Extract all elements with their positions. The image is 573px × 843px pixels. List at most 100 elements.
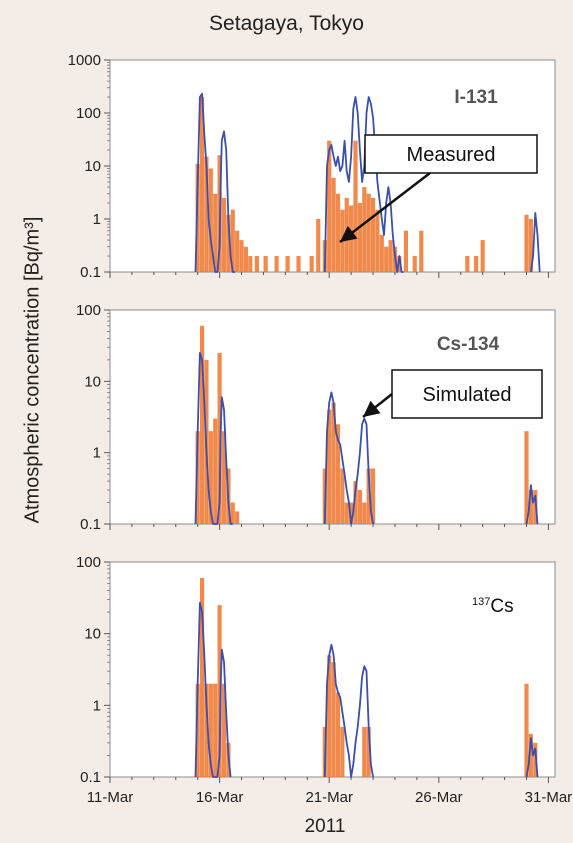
measured-bar <box>366 193 371 272</box>
measured-bar <box>335 692 341 777</box>
measured-bar <box>230 209 235 272</box>
measured-bar <box>221 431 227 524</box>
x-tick-label: 31-Mar <box>525 789 573 806</box>
measured-bar <box>221 683 227 777</box>
measured-bar <box>528 489 533 524</box>
x-axis-label: 2011 <box>304 816 346 837</box>
x-tick-label: 26-Mar <box>415 789 463 806</box>
measured-bar <box>199 577 205 777</box>
simulated-line <box>194 352 539 525</box>
measured-bar <box>217 352 222 524</box>
measured-bar <box>221 197 227 272</box>
simulated-line <box>194 92 541 273</box>
y-tick-label: 10 <box>84 373 101 390</box>
measured-bar <box>213 193 218 272</box>
y-tick-label: 100 <box>76 302 101 319</box>
measured-bar <box>362 502 367 524</box>
measured-bar <box>199 97 205 272</box>
x-tick-label: 16-Mar <box>196 789 244 806</box>
measured-bar <box>274 256 279 272</box>
measured-bar <box>533 489 538 524</box>
y-tick-label: 0.1 <box>80 516 101 533</box>
measured-bar <box>419 230 424 272</box>
annotation-box <box>364 134 538 174</box>
measured-bar <box>375 209 380 272</box>
x-tick-label: 11-Mar <box>87 789 133 806</box>
measured-bar <box>285 256 290 272</box>
y-tick-label: 1 <box>93 445 101 462</box>
measured-bar <box>465 256 470 272</box>
y-tick-label: 1000 <box>68 52 101 69</box>
measured-bar <box>353 140 358 272</box>
measured-bar <box>362 726 367 777</box>
measured-bar <box>204 683 209 777</box>
measured-bar <box>370 468 376 524</box>
chart-panel-1: 0.1 1 10 100 1000 I-131 Measured <box>68 52 556 281</box>
measured-bar <box>235 511 240 524</box>
measured-bar <box>296 256 301 272</box>
annotation-arrow-head <box>363 400 381 417</box>
measured-bar <box>217 605 222 777</box>
chart-panel-3: 0.1 1 10 100 137Cs 11-Mar 16-Mar 21-Mar 26-Mar 31… <box>76 554 572 806</box>
measured-bar <box>208 168 213 272</box>
y-tick-label: 10 <box>84 626 101 643</box>
measured-bar <box>331 177 336 272</box>
measured-bar <box>397 256 402 272</box>
measured-bar <box>357 489 362 524</box>
measured-bar <box>199 325 205 524</box>
annotation-box <box>391 369 543 419</box>
measured-bar <box>384 246 389 272</box>
measured-bar <box>335 424 341 524</box>
annotation-arrow-shaft <box>339 172 431 243</box>
annotation-label: Measured <box>407 144 496 166</box>
measured-bar <box>327 140 332 272</box>
measured-bar <box>528 733 533 777</box>
measured-bar <box>379 234 384 272</box>
measured-bar <box>243 246 248 272</box>
measured-bar <box>480 240 485 272</box>
measured-bar <box>366 726 371 777</box>
measured-bar <box>248 256 253 272</box>
isotope-label: I-131 <box>454 87 498 108</box>
y-tick-label: 10 <box>84 158 101 175</box>
measured-bar <box>362 187 367 272</box>
x-tick-label: 21-Mar <box>305 789 353 806</box>
measured-bar <box>357 203 362 272</box>
measured-bar <box>254 256 259 272</box>
y-tick-label: 0.1 <box>80 769 101 786</box>
measured-bar <box>331 662 336 777</box>
measured-bar <box>524 214 529 272</box>
measured-bar <box>226 214 231 272</box>
measured-bar <box>340 468 345 524</box>
measured-bar <box>349 502 354 524</box>
isotope-mass: 137 <box>472 596 490 608</box>
measured-bar <box>195 431 200 524</box>
measured-bar <box>239 240 244 272</box>
measured-bar <box>524 431 529 524</box>
annotation-arrow-head <box>340 225 358 242</box>
measured-bar <box>316 219 321 272</box>
measured-bar <box>327 409 332 524</box>
measured-bar <box>327 655 332 777</box>
measured-bar <box>388 240 393 272</box>
chart-title: Setagaya, Tokyo <box>209 12 364 35</box>
measured-bar <box>474 256 479 272</box>
measured-bar <box>195 683 200 777</box>
measured-bar <box>370 197 376 272</box>
measured-bar <box>340 726 345 777</box>
y-tick-label: 100 <box>76 554 101 571</box>
y-tick-label: 100 <box>76 105 101 122</box>
measured-bar <box>412 256 417 272</box>
measured-bar <box>344 502 349 524</box>
y-tick-label: 1 <box>93 697 101 714</box>
y-tick-label: 1 <box>93 211 101 228</box>
measured-bar <box>353 481 358 524</box>
measured-bar <box>213 418 218 524</box>
measured-bar <box>533 742 538 777</box>
measured-bar <box>331 402 336 524</box>
chart-panel-2: 0.1 1 10 100 Cs-134 Simulated <box>76 302 556 533</box>
simulated-line <box>194 601 539 778</box>
measured-bar <box>213 683 218 777</box>
measured-bar <box>208 683 213 777</box>
